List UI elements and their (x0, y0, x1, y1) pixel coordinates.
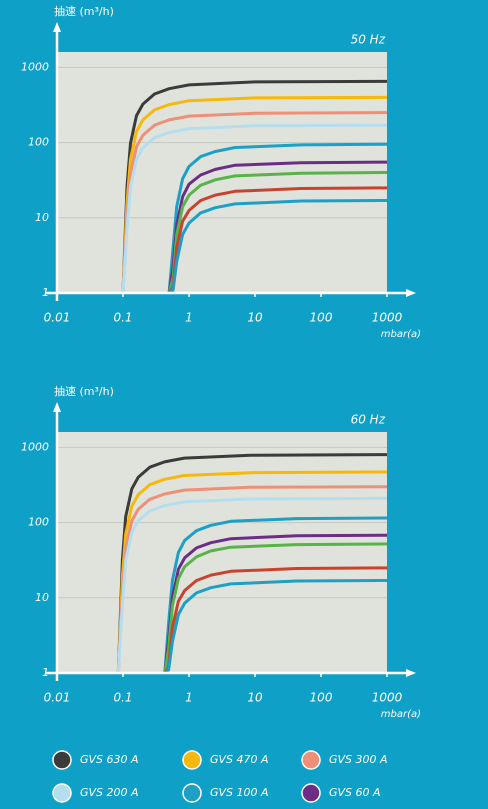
legend-swatch (52, 750, 72, 770)
x-tick-label: 0.1 (113, 311, 132, 325)
x-tick-label: 10 (247, 691, 263, 705)
x-tick-label: 0.01 (44, 311, 71, 325)
series-line (163, 516, 388, 674)
y-axis-label: 抽速 (m³/h) (54, 384, 114, 398)
series-line (163, 579, 388, 675)
legend-label: GVS 100 A (210, 786, 269, 799)
y-tick-label: 10 (35, 211, 49, 224)
legend-swatch (301, 783, 321, 803)
y-axis-arrow (53, 22, 61, 32)
series-line (121, 123, 388, 294)
series-line (163, 542, 388, 674)
y-tick-label: 100 (28, 136, 49, 149)
legend-swatch (182, 750, 202, 770)
plot-area (57, 432, 387, 673)
series-line (167, 142, 388, 294)
x-axis-arrow (406, 289, 416, 297)
legend-swatch (182, 783, 202, 803)
chart-title: 60 Hz (351, 413, 386, 427)
legend-swatch (301, 750, 321, 770)
series-line (168, 199, 388, 295)
x-tick-label: 1000 (372, 311, 403, 325)
x-tick-label: 100 (310, 691, 333, 705)
legend-label: GVS 60 A (329, 786, 381, 799)
legend-label: GVS 470 A (210, 753, 269, 766)
x-tick-label: 1000 (372, 691, 403, 705)
legend-label: GVS 300 A (329, 753, 388, 766)
legend-label: GVS 630 A (80, 753, 139, 766)
legend-label: GVS 200 A (80, 786, 139, 799)
x-tick-label: 0.01 (44, 691, 71, 705)
x-axis-arrow (406, 669, 416, 677)
x-tick-label: 1 (185, 311, 193, 325)
x-tick-label: 10 (247, 311, 263, 325)
legend-swatch (52, 783, 72, 803)
y-tick-label: 1000 (21, 60, 49, 73)
x-tick-label: 1 (185, 691, 193, 705)
y-axis-label: 抽速 (m³/h) (54, 4, 114, 18)
x-axis-label: mbar(a) (381, 709, 421, 720)
y-tick-label: 100 (28, 516, 49, 529)
y-tick-label: 10 (35, 591, 49, 604)
series-line (116, 496, 388, 674)
y-tick-label: 1000 (21, 440, 49, 453)
x-axis-label: mbar(a) (381, 329, 421, 340)
x-tick-label: 0.1 (113, 691, 132, 705)
chart-title: 50 Hz (351, 33, 386, 47)
y-axis-arrow (53, 402, 61, 412)
x-tick-label: 100 (310, 311, 333, 325)
